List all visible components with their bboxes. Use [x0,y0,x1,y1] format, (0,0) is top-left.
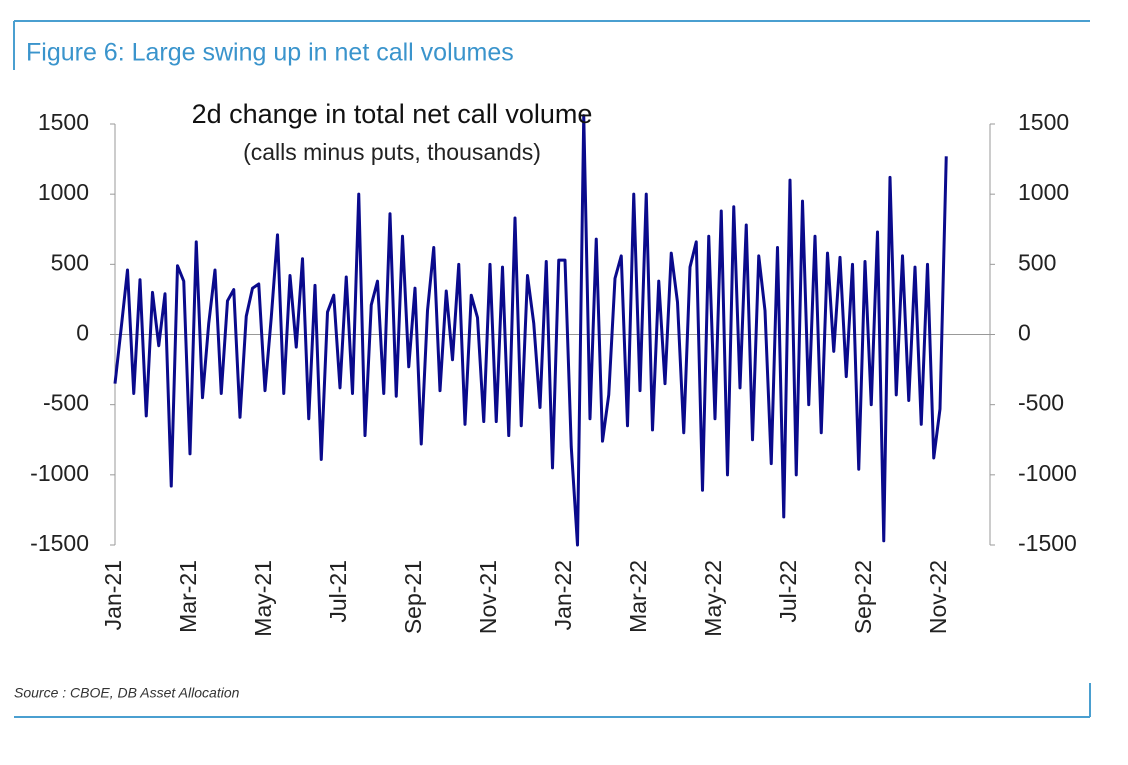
y-tick-label: 0 [76,320,89,346]
x-tick-label: Jul-22 [775,560,801,623]
x-tick-label: Jan-21 [100,560,126,630]
y-tick-label: 1500 [38,109,89,135]
y2-tick-label: 1000 [1018,179,1069,205]
x-tick-label: Sep-21 [400,560,426,634]
source: Source : CBOE, DB Asset Allocation [14,685,240,701]
y2-tick-label: 1500 [1018,109,1069,135]
y-tick-label: 1000 [38,179,89,205]
y2-tick-label: 500 [1018,249,1056,275]
chart-title: Figure 6: Large swing up in net call vol… [26,39,514,67]
x-tick-label: May-22 [700,560,726,637]
annotation: (calls minus puts, thousands) [243,139,541,165]
annotation: 2d change in total net call volume [192,99,593,129]
y-tick-label: -500 [43,390,89,416]
y-tick-label: 500 [51,249,89,275]
x-tick-label: Mar-21 [175,560,201,633]
y-tick-label: -1500 [30,530,89,556]
x-tick-label: May-21 [250,560,276,637]
y2-tick-label: -1500 [1018,530,1077,556]
x-tick-label: Jul-21 [325,560,351,623]
y-tick-label: -1000 [30,460,89,486]
y2-tick-label: -500 [1018,390,1064,416]
x-tick-label: Nov-21 [475,560,501,634]
x-tick-label: Mar-22 [625,560,651,633]
x-tick-label: Jan-22 [550,560,576,630]
x-tick-label: Nov-22 [925,560,951,634]
x-tick-label: Sep-22 [850,560,876,634]
y2-tick-label: -1000 [1018,460,1077,486]
data-line [113,114,948,547]
y2-tick-label: 0 [1018,320,1031,346]
